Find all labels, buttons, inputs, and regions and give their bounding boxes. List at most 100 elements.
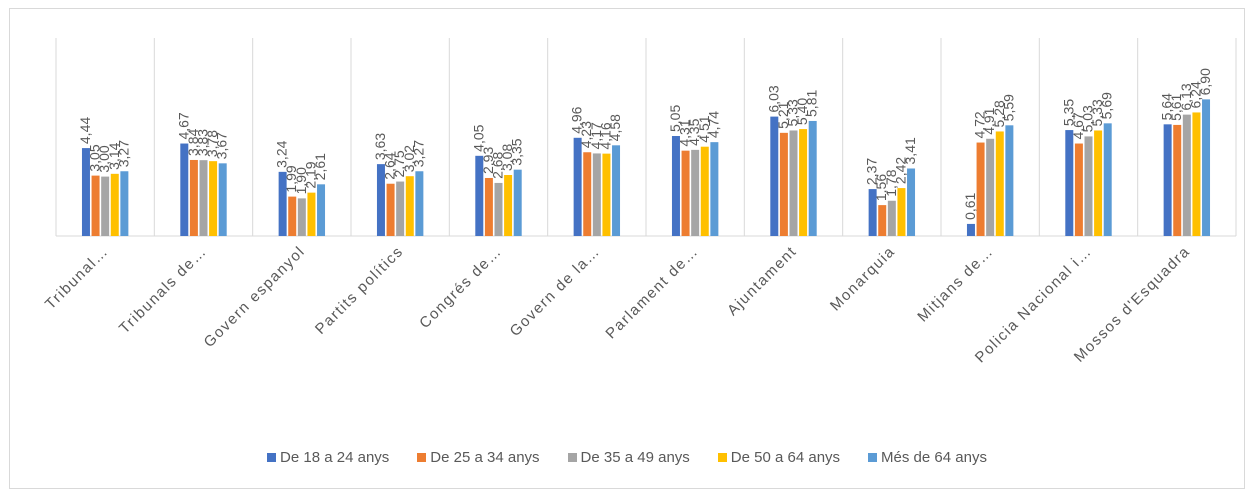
data-label: 5,61 (1168, 93, 1184, 120)
data-label: 3,63 (372, 133, 388, 160)
data-label: 3,02 (401, 145, 417, 172)
data-label: 5,33 (1089, 99, 1105, 126)
bar (180, 143, 189, 236)
data-label: 2,42 (892, 157, 908, 184)
data-label: 0,61 (962, 192, 978, 219)
bar (297, 198, 306, 236)
category-tick-label: Tribunals de… (116, 243, 210, 337)
data-label: 4,91 (981, 107, 997, 134)
data-label: 4,74 (705, 111, 721, 138)
bar (101, 176, 110, 236)
data-label: 1,99 (283, 165, 299, 192)
data-label: 4,31 (677, 119, 693, 146)
legend-label-18-24: De 18 a 24 anys (280, 449, 390, 466)
data-label: 6,24 (1187, 81, 1203, 108)
data-label: 3,27 (115, 140, 131, 167)
chart-legend: De 18 a 24 anys De 25 a 34 anys De 35 a … (0, 449, 1254, 466)
data-label: 3,78 (204, 130, 220, 157)
bar (110, 173, 119, 236)
legend-item-64-plus: Més de 64 anys (868, 449, 987, 466)
bar (602, 153, 611, 236)
legend-label-25-34: De 25 a 34 anys (430, 449, 540, 466)
category-tick-label: Mitjans de… (914, 243, 997, 326)
legend-item-35-49: De 35 a 49 anys (567, 449, 690, 466)
bar (1074, 143, 1083, 236)
legend-item-25-34: De 25 a 34 anys (417, 449, 540, 466)
bar (91, 175, 100, 236)
bar (907, 168, 916, 236)
bar (612, 145, 621, 236)
legend-swatch-64-plus (868, 453, 878, 462)
legend-swatch-50-64 (717, 453, 727, 462)
category-tick-label: Parlament de… (602, 243, 702, 343)
bar (573, 137, 582, 236)
bar (681, 150, 690, 236)
data-label: 3,08 (499, 144, 515, 171)
bar (189, 159, 198, 236)
bar (199, 160, 208, 236)
bar (1094, 130, 1103, 236)
bar (1182, 114, 1191, 236)
bar (878, 205, 887, 236)
bar (405, 176, 414, 236)
bar (887, 200, 896, 236)
bar (81, 148, 90, 236)
data-label: 2,93 (480, 147, 496, 174)
bar (1103, 123, 1112, 236)
bar (278, 171, 287, 236)
bar (671, 136, 680, 236)
data-label: 1,78 (883, 169, 899, 196)
data-label: 4,35 (686, 118, 702, 145)
category-tick-label: Ajuntament (724, 243, 800, 319)
bar (415, 171, 424, 236)
category-tick-label: Govern de la… (507, 243, 604, 340)
bar (396, 181, 405, 236)
data-label: 2,37 (864, 158, 880, 185)
data-label: 4,67 (175, 112, 191, 139)
category-tick-label: Congrés de… (416, 243, 505, 332)
bar (494, 182, 503, 236)
legend-label-64-plus: Més de 64 anys (881, 449, 987, 466)
bar (1163, 124, 1172, 236)
data-label: 3,67 (214, 132, 230, 159)
data-label: 4,72 (972, 111, 988, 138)
bar (386, 183, 395, 236)
data-label: 3,05 (87, 144, 103, 171)
bar (1065, 130, 1074, 236)
data-label: 5,40 (794, 98, 810, 125)
data-label: 3,41 (902, 137, 918, 164)
bar (897, 188, 906, 236)
bar (1173, 124, 1182, 236)
data-label: 2,64 (382, 152, 398, 179)
data-label: 5,28 (991, 100, 1007, 127)
data-label: 3,84 (185, 129, 201, 156)
data-label: 5,33 (785, 99, 801, 126)
bar (209, 161, 218, 236)
category-tick-label: Govern espanyol (201, 243, 309, 351)
data-label: 6,03 (765, 85, 781, 112)
category-tick-label: Mossos d'Esquadra (1071, 243, 1194, 366)
data-label: 2,61 (312, 153, 328, 180)
data-label: 3,00 (96, 145, 112, 172)
data-label: 2,68 (490, 151, 506, 178)
data-label: 4,05 (470, 124, 486, 151)
bar (317, 184, 326, 236)
data-label: 3,27 (410, 140, 426, 167)
bar (789, 130, 798, 236)
data-label: 6,90 (1197, 68, 1213, 95)
legend-swatch-18-24 (267, 453, 277, 462)
data-label: 6,13 (1178, 83, 1194, 110)
bar (700, 146, 709, 236)
data-label: 4,23 (578, 121, 594, 148)
bar (1084, 136, 1093, 236)
legend-label-50-64: De 50 a 64 anys (730, 449, 841, 466)
data-label: 4,44 (77, 117, 93, 144)
bar (966, 223, 975, 236)
bar (504, 175, 513, 236)
legend-swatch-35-49 (567, 453, 577, 462)
category-tick-label: Tribunal… (42, 243, 112, 313)
data-label: 4,51 (696, 115, 712, 142)
bar (218, 163, 227, 236)
bar (583, 152, 592, 236)
